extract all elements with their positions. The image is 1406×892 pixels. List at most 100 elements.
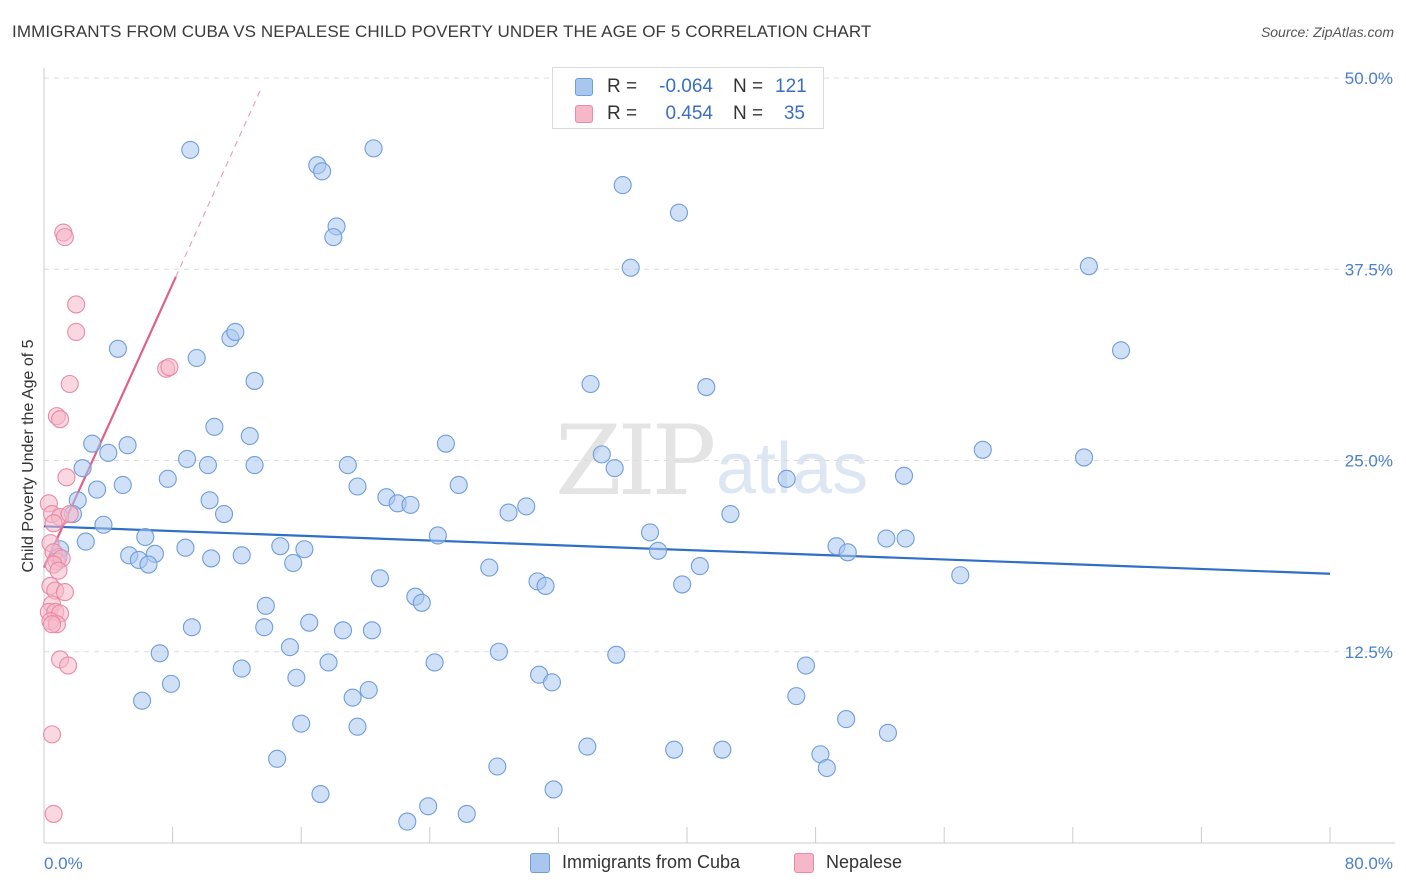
point-nepalese: [42, 615, 62, 634]
point-cuba: [83, 434, 102, 453]
point-cuba: [182, 618, 201, 637]
point-cuba: [592, 445, 611, 464]
legend-row-nepalese: R = 0.454 N = 35: [575, 102, 805, 126]
point-nepalese: [57, 468, 76, 487]
point-cuba: [457, 804, 476, 823]
point-cuba: [787, 687, 806, 706]
point-cuba: [607, 645, 626, 664]
point-cuba: [187, 348, 206, 368]
x-tick-label: 80.0%: [1345, 854, 1393, 873]
trend-line-cuba: [43, 525, 1331, 575]
axis-labels: 12.5% 25.0% 37.5% 50.0% 0.0% 80.0% Child Pover…: [20, 69, 1393, 873]
point-nepalese: [49, 561, 68, 580]
point-cuba: [480, 558, 499, 577]
watermark-atlas: atlas: [716, 429, 869, 509]
source-label: Source: ZipAtlas.com: [1260, 24, 1394, 40]
point-cuba: [202, 549, 221, 568]
point-cuba: [313, 162, 332, 181]
point-cuba: [542, 673, 562, 692]
point-cuba: [311, 784, 330, 804]
point-cuba: [578, 737, 597, 756]
point-nepalese: [44, 514, 63, 533]
point-cuba: [324, 228, 343, 247]
point-cuba: [489, 642, 508, 661]
point-cuba: [338, 456, 357, 475]
point-cuba: [133, 691, 152, 710]
point-nepalese: [60, 374, 79, 394]
legend-item-nepalese[interactable]: Nepalese: [794, 852, 902, 873]
legend-r-value: 0.454: [665, 103, 713, 124]
point-cuba: [76, 532, 95, 551]
correlation-legend: R = -0.064 N = 121 R = 0.454 N = 35: [552, 67, 824, 129]
point-cuba: [649, 541, 668, 560]
point-cuba: [232, 659, 251, 678]
point-cuba: [256, 596, 275, 615]
point-cuba: [333, 621, 353, 640]
legend-r-label: R =: [607, 103, 638, 124]
point-cuba: [240, 426, 259, 446]
series-cuba: [49, 139, 1131, 831]
point-cuba: [214, 504, 234, 524]
point-cuba: [176, 538, 195, 557]
point-cuba: [94, 515, 113, 534]
point-cuba: [178, 449, 197, 469]
point-cuba: [181, 140, 200, 159]
point-cuba: [245, 456, 264, 475]
point-cuba: [425, 653, 444, 672]
y-tick-label: 50.0%: [1345, 69, 1393, 88]
point-cuba: [118, 436, 137, 455]
point-cuba: [232, 546, 251, 565]
trend-line-nepalese-extension: [175, 88, 262, 278]
legend-swatch-cuba: [530, 852, 550, 873]
point-nepalese: [67, 322, 86, 342]
legend-r-label: R =: [607, 76, 638, 97]
point-cuba: [343, 688, 362, 707]
point-cuba: [362, 621, 381, 640]
point-cuba: [878, 723, 897, 742]
legend-item-cuba[interactable]: Immigrants from Cuba: [530, 852, 740, 873]
point-cuba: [108, 339, 127, 358]
point-nepalese: [59, 656, 78, 675]
point-cuba: [161, 674, 181, 693]
point-cuba: [896, 529, 915, 548]
point-cuba: [665, 740, 684, 759]
point-cuba: [200, 491, 219, 510]
point-cuba: [697, 378, 716, 397]
point-nepalese: [42, 725, 62, 744]
point-cuba: [287, 668, 306, 687]
legend-swatch-cuba: [575, 78, 593, 96]
point-nepalese: [51, 410, 70, 429]
point-cuba: [721, 504, 740, 524]
point-cuba: [1079, 257, 1098, 276]
point-cuba: [139, 555, 158, 574]
point-cuba: [894, 466, 914, 485]
point-cuba: [669, 203, 689, 222]
point-cuba: [300, 613, 319, 632]
point-cuba: [488, 757, 507, 776]
point-cuba: [158, 469, 177, 488]
point-nepalese: [55, 583, 74, 602]
point-cuba: [817, 758, 836, 778]
legend-label-cuba: Immigrants from Cuba: [562, 852, 741, 872]
point-cuba: [136, 527, 155, 547]
point-cuba: [517, 497, 536, 516]
point-cuba: [99, 443, 118, 462]
point-cuba: [1111, 341, 1131, 360]
point-cuba: [428, 526, 447, 545]
point-cuba: [255, 618, 274, 637]
point-cuba: [436, 434, 455, 453]
point-cuba: [150, 644, 169, 663]
point-cuba: [673, 575, 692, 594]
point-cuba: [284, 553, 303, 573]
point-cuba: [951, 566, 970, 585]
y-tick-label: 25.0%: [1345, 452, 1393, 471]
legend-n-value: 121: [775, 76, 807, 97]
point-cuba: [605, 459, 624, 478]
grid-lines: [44, 77, 1395, 653]
point-cuba: [499, 503, 518, 522]
point-cuba: [295, 540, 314, 559]
point-cuba: [796, 656, 816, 675]
legend-swatch-nepalese: [794, 852, 814, 873]
point-cuba: [319, 653, 338, 672]
legend-r-value: -0.064: [659, 76, 713, 97]
